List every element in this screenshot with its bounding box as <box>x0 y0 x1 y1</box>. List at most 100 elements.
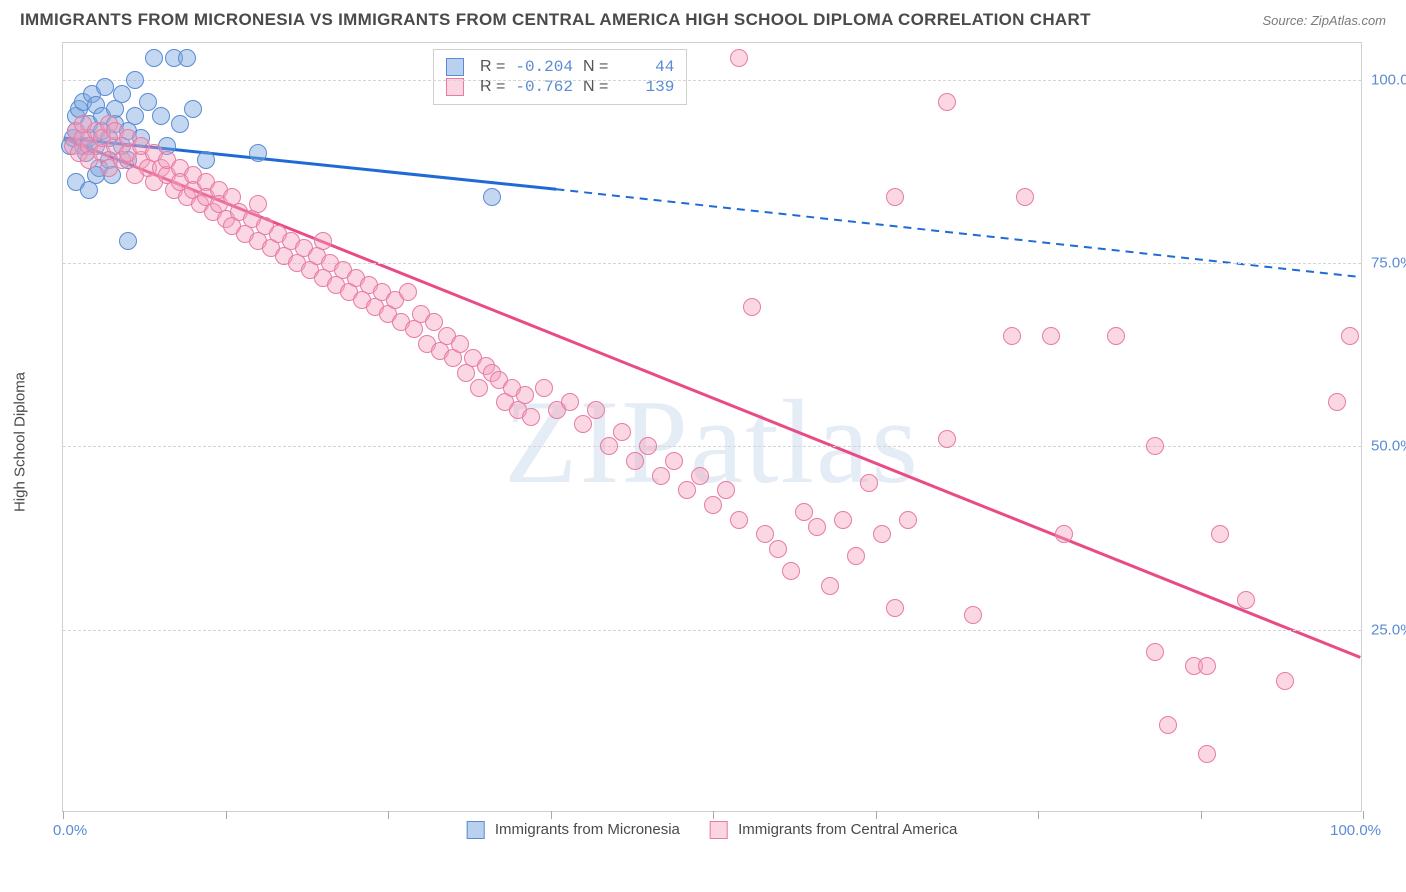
data-point-series2 <box>1198 745 1216 763</box>
data-point-series2 <box>847 547 865 565</box>
swatch-series2-icon <box>446 78 464 96</box>
stat-n-label: N = <box>583 58 608 76</box>
x-tick-mark <box>226 811 227 819</box>
data-point-series2 <box>1341 327 1359 345</box>
data-point-series2 <box>522 408 540 426</box>
x-tick-mark <box>1363 811 1364 819</box>
stat-r-label: R = <box>480 58 505 76</box>
data-point-series2 <box>938 93 956 111</box>
chart-title: IMMIGRANTS FROM MICRONESIA VS IMMIGRANTS… <box>20 10 1091 30</box>
data-point-series2 <box>535 379 553 397</box>
legend-bottom: Immigrants from Micronesia Immigrants fr… <box>467 821 958 839</box>
data-point-series2 <box>1016 188 1034 206</box>
data-point-series2 <box>964 606 982 624</box>
data-point-series2 <box>613 423 631 441</box>
data-point-series2 <box>938 430 956 448</box>
data-point-series2 <box>899 511 917 529</box>
data-point-series2 <box>678 481 696 499</box>
gridline-h <box>63 80 1361 81</box>
swatch-series1-icon <box>467 821 485 839</box>
stat-r-label: R = <box>480 78 505 96</box>
data-point-series1 <box>113 85 131 103</box>
swatch-series1-icon <box>446 58 464 76</box>
y-tick-label: 100.0% <box>1371 71 1406 88</box>
data-point-series2 <box>425 313 443 331</box>
stat-n-value-1: 44 <box>618 58 674 76</box>
data-point-series2 <box>516 386 534 404</box>
data-point-series2 <box>561 393 579 411</box>
data-point-series2 <box>1107 327 1125 345</box>
data-point-series1 <box>152 107 170 125</box>
data-point-series2 <box>451 335 469 353</box>
data-point-series2 <box>691 467 709 485</box>
data-point-series2 <box>639 437 657 455</box>
data-point-series2 <box>795 503 813 521</box>
y-tick-label: 25.0% <box>1371 621 1406 638</box>
data-point-series2 <box>1159 716 1177 734</box>
data-point-series2 <box>834 511 852 529</box>
data-point-series2 <box>860 474 878 492</box>
data-point-series2 <box>756 525 774 543</box>
data-point-series2 <box>730 49 748 67</box>
x-tick-mark <box>551 811 552 819</box>
data-point-series2 <box>1055 525 1073 543</box>
data-point-series1 <box>145 49 163 67</box>
stat-n-label: N = <box>583 78 608 96</box>
data-point-series1 <box>119 232 137 250</box>
data-point-series2 <box>587 401 605 419</box>
source-label: Source: ZipAtlas.com <box>1262 13 1386 28</box>
x-tick-mark <box>388 811 389 819</box>
data-point-series2 <box>665 452 683 470</box>
y-axis-label: High School Diploma <box>12 372 29 512</box>
stat-r-value-2: -0.762 <box>515 78 573 96</box>
chart-container: High School Diploma ZIPatlas R = -0.204 … <box>50 42 1390 842</box>
data-point-series2 <box>704 496 722 514</box>
x-tick-mark <box>713 811 714 819</box>
data-point-series1 <box>178 49 196 67</box>
data-point-series1 <box>126 107 144 125</box>
data-point-series1 <box>139 93 157 111</box>
plot-area: ZIPatlas R = -0.204 N = 44 R = -0.762 N … <box>62 42 1362 812</box>
data-point-series2 <box>886 188 904 206</box>
data-point-series2 <box>886 599 904 617</box>
stats-row-series1: R = -0.204 N = 44 <box>446 58 674 76</box>
data-point-series2 <box>1211 525 1229 543</box>
data-point-series2 <box>399 283 417 301</box>
data-point-series2 <box>717 481 735 499</box>
y-tick-label: 75.0% <box>1371 255 1406 272</box>
data-point-series1 <box>96 78 114 96</box>
data-point-series2 <box>1003 327 1021 345</box>
data-point-series2 <box>600 437 618 455</box>
data-point-series2 <box>652 467 670 485</box>
data-point-series2 <box>1328 393 1346 411</box>
data-point-series2 <box>730 511 748 529</box>
x-tick-mark <box>63 811 64 819</box>
data-point-series2 <box>743 298 761 316</box>
stats-row-series2: R = -0.762 N = 139 <box>446 78 674 96</box>
y-tick-label: 50.0% <box>1371 438 1406 455</box>
data-point-series1 <box>249 144 267 162</box>
data-point-series2 <box>769 540 787 558</box>
data-point-series1 <box>184 100 202 118</box>
data-point-series2 <box>470 379 488 397</box>
data-point-series2 <box>1237 591 1255 609</box>
gridline-h <box>63 630 1361 631</box>
data-point-series1 <box>126 71 144 89</box>
stats-legend-box: R = -0.204 N = 44 R = -0.762 N = 139 <box>433 49 687 105</box>
swatch-series2-icon <box>710 821 728 839</box>
legend-label-1: Immigrants from Micronesia <box>495 821 680 838</box>
x-axis-max-label: 100.0% <box>1330 822 1381 839</box>
data-point-series2 <box>1042 327 1060 345</box>
data-point-series2 <box>1198 657 1216 675</box>
data-point-series2 <box>1276 672 1294 690</box>
data-point-series2 <box>314 232 332 250</box>
data-point-series2 <box>1146 643 1164 661</box>
data-point-series2 <box>873 525 891 543</box>
data-point-series2 <box>821 577 839 595</box>
legend-label-2: Immigrants from Central America <box>738 821 957 838</box>
data-point-series1 <box>483 188 501 206</box>
x-tick-mark <box>1038 811 1039 819</box>
data-point-series1 <box>171 115 189 133</box>
x-tick-mark <box>1201 811 1202 819</box>
legend-item-1: Immigrants from Micronesia <box>467 821 680 839</box>
